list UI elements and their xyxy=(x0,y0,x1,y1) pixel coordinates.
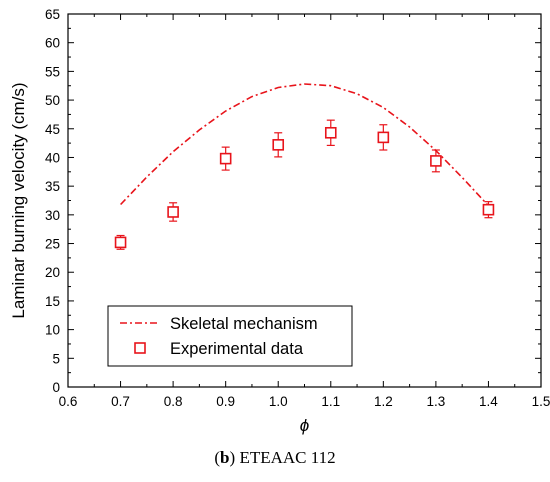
y-tick-label: 0 xyxy=(52,380,60,395)
y-tick-label: 25 xyxy=(45,237,60,252)
y-tick-label: 35 xyxy=(45,179,60,194)
x-tick-label: 0.9 xyxy=(216,394,235,409)
data-point-experimental xyxy=(482,203,495,216)
y-tick-label: 20 xyxy=(45,265,60,280)
x-tick-label: 1.4 xyxy=(479,394,498,409)
y-tick-label: 55 xyxy=(45,64,60,79)
legend-label-experimental: Experimental data xyxy=(170,340,304,358)
y-tick-label: 60 xyxy=(45,36,60,51)
data-point-experimental xyxy=(272,139,285,151)
x-tick-label: 0.7 xyxy=(111,394,130,409)
figure-caption: (b) ETEAAC 112 xyxy=(214,448,336,467)
x-tick-label: 1.3 xyxy=(426,394,445,409)
legend-swatch-square xyxy=(134,342,146,354)
y-tick-label: 50 xyxy=(45,93,60,108)
x-tick-label: 0.8 xyxy=(164,394,183,409)
data-point-experimental xyxy=(114,236,127,249)
data-point-experimental xyxy=(430,155,442,167)
caption-text: ETEAAC 112 xyxy=(239,448,336,467)
y-tick-label: 5 xyxy=(52,351,60,366)
chart: 0.6 0.7 0.8 0.9 1.0 1.1 1.2 1.3 1.4 1.5 0 5 10 15 20 25… xyxy=(9,7,550,435)
y-axis-label: Laminar burning velocity (cm/s) xyxy=(9,82,28,318)
data-point-experimental xyxy=(377,131,390,144)
x-tick-label: 1.0 xyxy=(269,394,288,409)
legend-label-skeletal: Skeletal mechanism xyxy=(170,315,318,333)
y-tick-label: 10 xyxy=(45,323,60,338)
y-tick-label: 65 xyxy=(45,7,60,22)
y-tick-label: 30 xyxy=(45,208,60,223)
y-tick-label: 45 xyxy=(45,122,60,137)
data-point-experimental xyxy=(219,152,232,165)
data-point-experimental xyxy=(324,126,337,139)
series-line-skeletal-mechanism xyxy=(120,83,489,207)
x-tick-label: 1.1 xyxy=(321,394,340,409)
x-tick-label: 1.5 xyxy=(532,394,550,409)
data-point-experimental xyxy=(167,206,179,218)
x-axis-label: ϕ xyxy=(300,416,309,435)
legend-box xyxy=(107,305,353,367)
y-tick-label: 40 xyxy=(45,150,60,165)
caption-letter: b xyxy=(220,448,230,467)
y-tick-label: 15 xyxy=(45,294,60,309)
x-tick-label: 0.6 xyxy=(59,394,78,409)
x-tick-label: 1.2 xyxy=(374,394,393,409)
